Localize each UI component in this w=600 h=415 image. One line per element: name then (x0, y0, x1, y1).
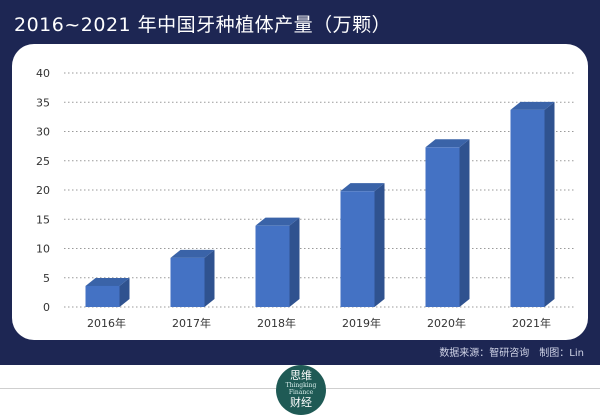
x-tick-label: 2019年 (342, 316, 381, 330)
logo-text-en-2: Finance (288, 389, 314, 396)
y-tick-label: 5 (43, 272, 50, 285)
y-tick-label: 25 (36, 155, 50, 168)
y-tick-label: 30 (36, 126, 50, 139)
x-tick-label: 2020年 (427, 316, 466, 330)
x-tick-label: 2018年 (257, 316, 296, 330)
bar (340, 191, 375, 307)
y-tick-label: 35 (36, 96, 50, 109)
x-tick-label: 2021年 (512, 316, 551, 330)
chart-frame: 2016~2021 年中国牙种植体产量（万颗） 0 5 10 15 20 25 30 35 40… (0, 0, 600, 365)
logo-text-bottom: 财经 (290, 396, 312, 409)
logo-text-top: 思维 (290, 369, 312, 382)
bar (85, 285, 120, 307)
x-tick-label: 2017年 (172, 316, 211, 330)
source-note: 数据来源：智研咨询 制图：Lin (439, 348, 584, 359)
bar-top (340, 183, 385, 192)
bar-top (510, 101, 555, 110)
bar-top (425, 139, 470, 148)
bar (255, 225, 290, 307)
brand-logo: 思维 Thingking Finance 财经 (276, 365, 326, 415)
bar (170, 257, 205, 307)
y-tick-label: 40 (36, 67, 50, 80)
logo-text-en-1: Thingking (285, 382, 317, 389)
bar-side (544, 101, 555, 307)
bar-top (255, 217, 300, 226)
y-tick-label: 15 (36, 213, 50, 226)
y-tick-label: 0 (43, 301, 50, 314)
y-tick-label: 20 (36, 184, 50, 197)
bar-side (204, 249, 215, 307)
chart-panel: 0 5 10 15 20 25 30 35 40 2016年 2017年 2018年 2019年 2020… (12, 44, 588, 340)
bar (510, 109, 545, 307)
y-tick-label: 10 (36, 243, 50, 256)
bar-chart: 0 5 10 15 20 25 30 35 40 2016年 2017年 2018年 2019年 2020… (36, 67, 574, 330)
bar-side (119, 277, 130, 307)
x-tick-label: 2016年 (87, 316, 126, 330)
bar-side (289, 217, 300, 307)
bar (425, 147, 460, 307)
bar-top (85, 277, 130, 286)
chart-title: 2016~2021 年中国牙种植体产量（万颗） (14, 14, 392, 36)
bar-side (459, 139, 470, 307)
bar-top (170, 249, 215, 258)
bar-side (374, 183, 385, 307)
